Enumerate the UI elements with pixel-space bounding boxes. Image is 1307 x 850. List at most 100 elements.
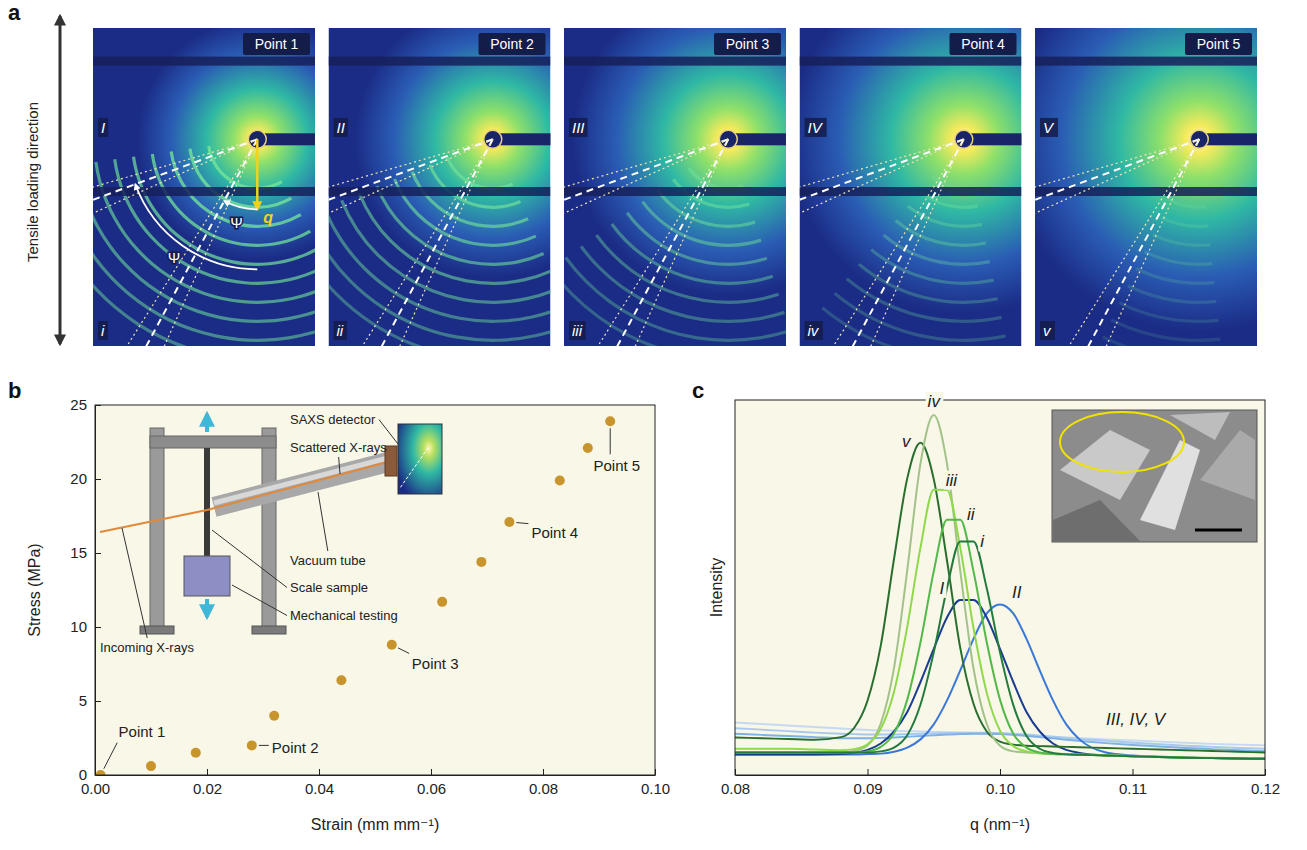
label-patch	[900, 432, 914, 451]
x-tick-label: 0.06	[417, 780, 446, 797]
x-axis-line	[736, 775, 1266, 776]
azimuth-sector	[800, 139, 964, 346]
q-label: q	[263, 209, 273, 226]
x-axis-line	[96, 775, 656, 776]
mechanical-tester	[184, 556, 230, 596]
point-leader	[610, 428, 611, 454]
panel-label: b	[8, 378, 21, 403]
curve-label: II	[1012, 583, 1022, 602]
sem-flake	[1140, 440, 1200, 530]
y-tick: 0	[79, 766, 101, 783]
data-point	[96, 770, 106, 775]
x-tick: 0.08	[721, 769, 750, 797]
azimuth-sector	[800, 139, 964, 270]
x-tick-mark	[1133, 769, 1134, 775]
label-patch	[1010, 583, 1024, 602]
inset-label: Mechanical testing	[290, 608, 398, 623]
scattered-beam	[207, 460, 395, 510]
point-leader	[104, 743, 117, 769]
detector-background	[564, 28, 786, 346]
point-tag	[243, 33, 310, 55]
x-tick-label: 0.12	[1251, 780, 1280, 797]
psi-label: Ψ	[168, 249, 181, 266]
x-tick-mark	[655, 769, 656, 775]
azimuth-sector	[564, 139, 728, 346]
point-tag	[950, 33, 1017, 55]
bragg-arc	[641, 201, 761, 247]
bragg-arc	[564, 257, 786, 342]
sector-label: V	[1043, 119, 1055, 136]
point-title: Point 3	[726, 36, 770, 52]
x-tick: 0.02	[193, 769, 222, 797]
y-tick-label: 5	[79, 692, 87, 709]
point-label: Point 4	[531, 524, 578, 541]
point-tag	[479, 33, 546, 55]
intensity-curve	[735, 541, 1265, 759]
data-point	[504, 517, 514, 527]
inset-label: Scattered X-rays	[290, 440, 387, 455]
x-tick: 0.09	[853, 769, 882, 797]
bragg-arc	[580, 245, 785, 323]
bragg-arc	[428, 164, 521, 209]
azimuth-sector	[329, 139, 493, 270]
inset-label: Incoming X-rays	[100, 640, 194, 655]
y-axis-title: Stress (MPa)	[26, 543, 43, 636]
sample	[204, 448, 210, 560]
sem-flake	[1053, 500, 1140, 541]
y-tick-mark	[95, 775, 101, 776]
bragg-arc	[113, 159, 315, 285]
frame-base	[252, 626, 286, 634]
data-point	[336, 675, 346, 685]
data-point	[583, 443, 593, 453]
label-patch	[1040, 321, 1055, 340]
loading-arrow	[59, 16, 62, 344]
detector-gap	[800, 57, 1022, 66]
data-point	[476, 557, 486, 567]
point-label: Point 3	[412, 655, 459, 672]
detector-background	[329, 28, 551, 346]
point-leader	[259, 745, 269, 746]
bragg-arc	[93, 170, 315, 346]
inset-leader	[212, 530, 287, 588]
bragg-arc	[93, 164, 315, 322]
bragg-arc	[94, 162, 315, 304]
load-arrow	[205, 599, 209, 617]
label-patch	[978, 532, 987, 551]
detector-gap	[800, 187, 1022, 196]
label-patch	[805, 118, 827, 137]
sem-image	[1052, 410, 1257, 542]
saxs-pattern	[800, 28, 1022, 346]
sector-label: I	[101, 119, 105, 136]
detector-gap	[329, 187, 551, 196]
y-tick: 20	[70, 470, 101, 487]
detector-background	[1035, 28, 1257, 346]
detector-background	[800, 28, 1022, 346]
x-tick-mark	[319, 769, 320, 775]
bragg-arc	[564, 268, 786, 346]
x-axis-title: q (nm⁻¹)	[970, 816, 1030, 833]
curve-label: ii	[967, 505, 976, 524]
y-tick-label: 20	[70, 470, 87, 487]
label-patch	[944, 471, 961, 490]
psi-arc	[135, 184, 257, 269]
inset-label: Vacuum tube	[290, 553, 366, 568]
bragg-arc	[821, 307, 1010, 346]
x-tick-mark	[868, 769, 869, 775]
label-patch	[334, 321, 347, 340]
x-tick: 0.04	[305, 769, 334, 797]
azimuth-sector	[1035, 139, 1199, 270]
x-tick-mark	[1265, 769, 1266, 775]
y-tick: 10	[70, 618, 101, 635]
detector-background	[93, 28, 315, 346]
data-point	[146, 761, 156, 771]
y-axis-line	[95, 406, 96, 776]
azimuth-line	[1048, 139, 1199, 346]
sector-label: III	[572, 119, 585, 136]
x-tick: 0.10	[986, 769, 1015, 797]
azimuth-line	[577, 139, 728, 346]
curve-label: v	[902, 432, 912, 451]
y-tick: 25	[70, 396, 101, 413]
x-tick-mark	[1000, 769, 1001, 775]
data-point	[247, 740, 257, 750]
inset-leader	[122, 528, 147, 638]
